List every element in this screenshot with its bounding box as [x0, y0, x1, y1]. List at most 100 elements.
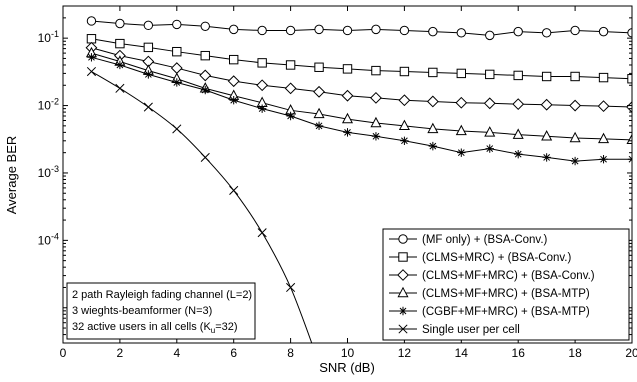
series-line [91, 52, 632, 141]
series-line [91, 56, 632, 162]
data-point [397, 286, 409, 298]
legend-label: Single user per cell [422, 324, 520, 336]
data-point [398, 306, 408, 316]
data-point [143, 102, 153, 112]
legend-item: Single user per cell [389, 324, 520, 336]
data-point [428, 67, 438, 78]
data-point [456, 28, 466, 38]
data-point [172, 46, 182, 57]
data-point [172, 124, 182, 134]
data-point [455, 124, 467, 136]
data-point [200, 152, 210, 162]
data-point [200, 21, 210, 31]
data-point [457, 148, 466, 157]
data-point [284, 82, 297, 95]
data-point [87, 53, 96, 62]
series-line [91, 20, 632, 36]
x-tick-label: 0 [60, 346, 67, 360]
data-point [172, 19, 182, 30]
legend-label: (CLMS+MRC) + (BSA-Conv.) [422, 252, 571, 264]
data-point [86, 16, 97, 26]
data-point [229, 185, 239, 196]
data-point [314, 121, 324, 131]
data-point [313, 107, 325, 119]
data-point [115, 60, 125, 70]
data-point [599, 155, 608, 164]
data-point [229, 54, 239, 65]
data-point [398, 94, 411, 107]
x-tick-label: 12 [398, 346, 412, 360]
data-point [341, 112, 354, 124]
data-point [286, 111, 295, 121]
data-point [626, 133, 632, 145]
data-point [172, 78, 181, 87]
legend-item: (CLMS+MF+MRC) + (BSA-Conv.) [389, 269, 595, 282]
data-point [371, 132, 381, 141]
data-point [285, 60, 296, 70]
series-3 [85, 41, 632, 113]
data-point [342, 64, 353, 74]
legend-item: (CLMS+MRC) + (BSA-Conv.) [389, 252, 571, 264]
y-axis-label: Average BER [4, 136, 19, 215]
data-point [200, 50, 210, 61]
data-point [371, 24, 381, 35]
legend-item: (CLMS+MF+MRC) + (BSA-MTP) [389, 286, 590, 300]
data-point [170, 62, 183, 74]
x-tick-label: 6 [230, 346, 237, 360]
x-tick-label: 10 [341, 346, 355, 360]
legend-label: (CGBF+MF+MRC) + (BSA-MTP) [422, 306, 590, 318]
data-point [285, 25, 296, 36]
series-4 [85, 46, 632, 145]
annotation-line: 2 path Rayleigh fading channel (L=2) [72, 289, 252, 301]
series-layer [85, 16, 632, 343]
data-point [513, 26, 523, 37]
data-point [115, 83, 125, 93]
legend-item: (MF only) + (BSA-Conv.) [389, 234, 548, 246]
data-point [370, 116, 382, 128]
data-point [427, 122, 439, 134]
data-point [227, 75, 240, 88]
data-point [397, 269, 409, 281]
data-point [541, 28, 552, 38]
data-point [398, 324, 408, 334]
x-axis-label: SNR (dB) [319, 360, 375, 375]
data-point [540, 98, 553, 111]
legend-label: (CLMS+MF+MRC) + (BSA-MTP) [422, 288, 590, 300]
data-point [257, 228, 267, 238]
y-tick-label: 10-4 [38, 231, 59, 247]
data-point [569, 99, 582, 112]
data-point [143, 42, 154, 53]
data-point [485, 144, 494, 153]
series-2 [86, 34, 632, 84]
data-point [485, 69, 495, 80]
data-point [257, 58, 267, 68]
x-tick-label: 2 [117, 346, 124, 360]
data-point [426, 95, 439, 108]
data-point [144, 70, 153, 79]
x-tick-label: 14 [455, 346, 469, 360]
data-point [570, 156, 580, 166]
legend-item: (CGBF+MF+MRC) + (BSA-MTP) [389, 306, 590, 318]
data-point [398, 119, 410, 131]
series-line [91, 38, 632, 80]
data-point [398, 234, 408, 244]
data-point [541, 71, 552, 82]
data-point [314, 24, 324, 35]
data-point [485, 30, 495, 41]
data-point [257, 104, 267, 113]
series-5 [87, 53, 632, 166]
data-point [314, 62, 324, 72]
x-tick-label: 8 [287, 346, 294, 360]
y-tick-label: 10-1 [38, 29, 59, 45]
legend-label: (CLMS+MF+MRC) + (BSA-Conv.) [422, 270, 595, 282]
axis-layer: 0 2 4 6 8 10 12 14 16 18 20 10-1 10-2 10-3 10-4 [38, 6, 637, 360]
data-point [399, 66, 410, 77]
data-point [86, 34, 97, 44]
data-point [514, 149, 523, 159]
data-point [483, 97, 496, 110]
x-tick-label: 16 [512, 346, 526, 360]
data-point [398, 252, 408, 262]
y-tick-label: 10-3 [38, 164, 59, 180]
